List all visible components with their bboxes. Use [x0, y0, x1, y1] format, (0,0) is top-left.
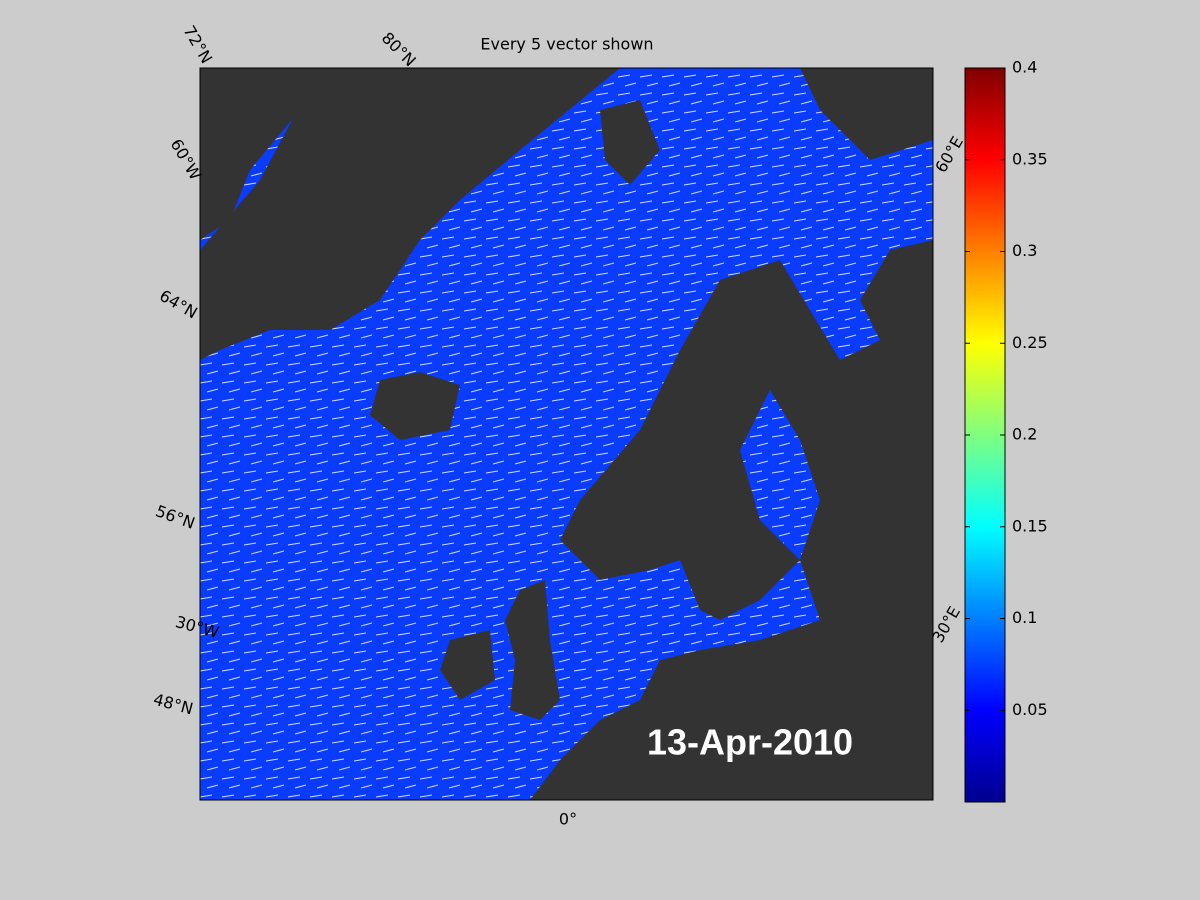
- ireland: [440, 630, 495, 700]
- iceland: [370, 372, 460, 440]
- map: 13-Apr-2010: [200, 68, 933, 800]
- colorbar-tick-label: 0.2: [1012, 425, 1037, 444]
- svalbard: [600, 100, 660, 185]
- greenland-east: [200, 68, 620, 360]
- colorbar-tick-label: 0.05: [1012, 700, 1048, 719]
- title: Every 5 vector shown: [480, 35, 653, 54]
- europe: [530, 240, 933, 800]
- greenland: [200, 68, 320, 240]
- colorbar-tick-label: 0.1: [1012, 608, 1037, 627]
- colorbar-tick-label: 0.25: [1012, 333, 1048, 352]
- graticule-label: 0°: [559, 810, 577, 829]
- great-britain: [505, 580, 560, 720]
- novaya-zemlya: [800, 68, 933, 160]
- colorbar-tick-label: 0.15: [1012, 516, 1048, 535]
- colorbar-tick-label: 0.35: [1012, 149, 1048, 168]
- date-label: 13-Apr-2010: [647, 722, 853, 763]
- map-frame: [199, 67, 934, 801]
- colorbar: [964, 67, 1006, 803]
- colorbar-tick-label: 0.3: [1012, 241, 1037, 260]
- colorbar-tick-label: 0.4: [1012, 58, 1037, 77]
